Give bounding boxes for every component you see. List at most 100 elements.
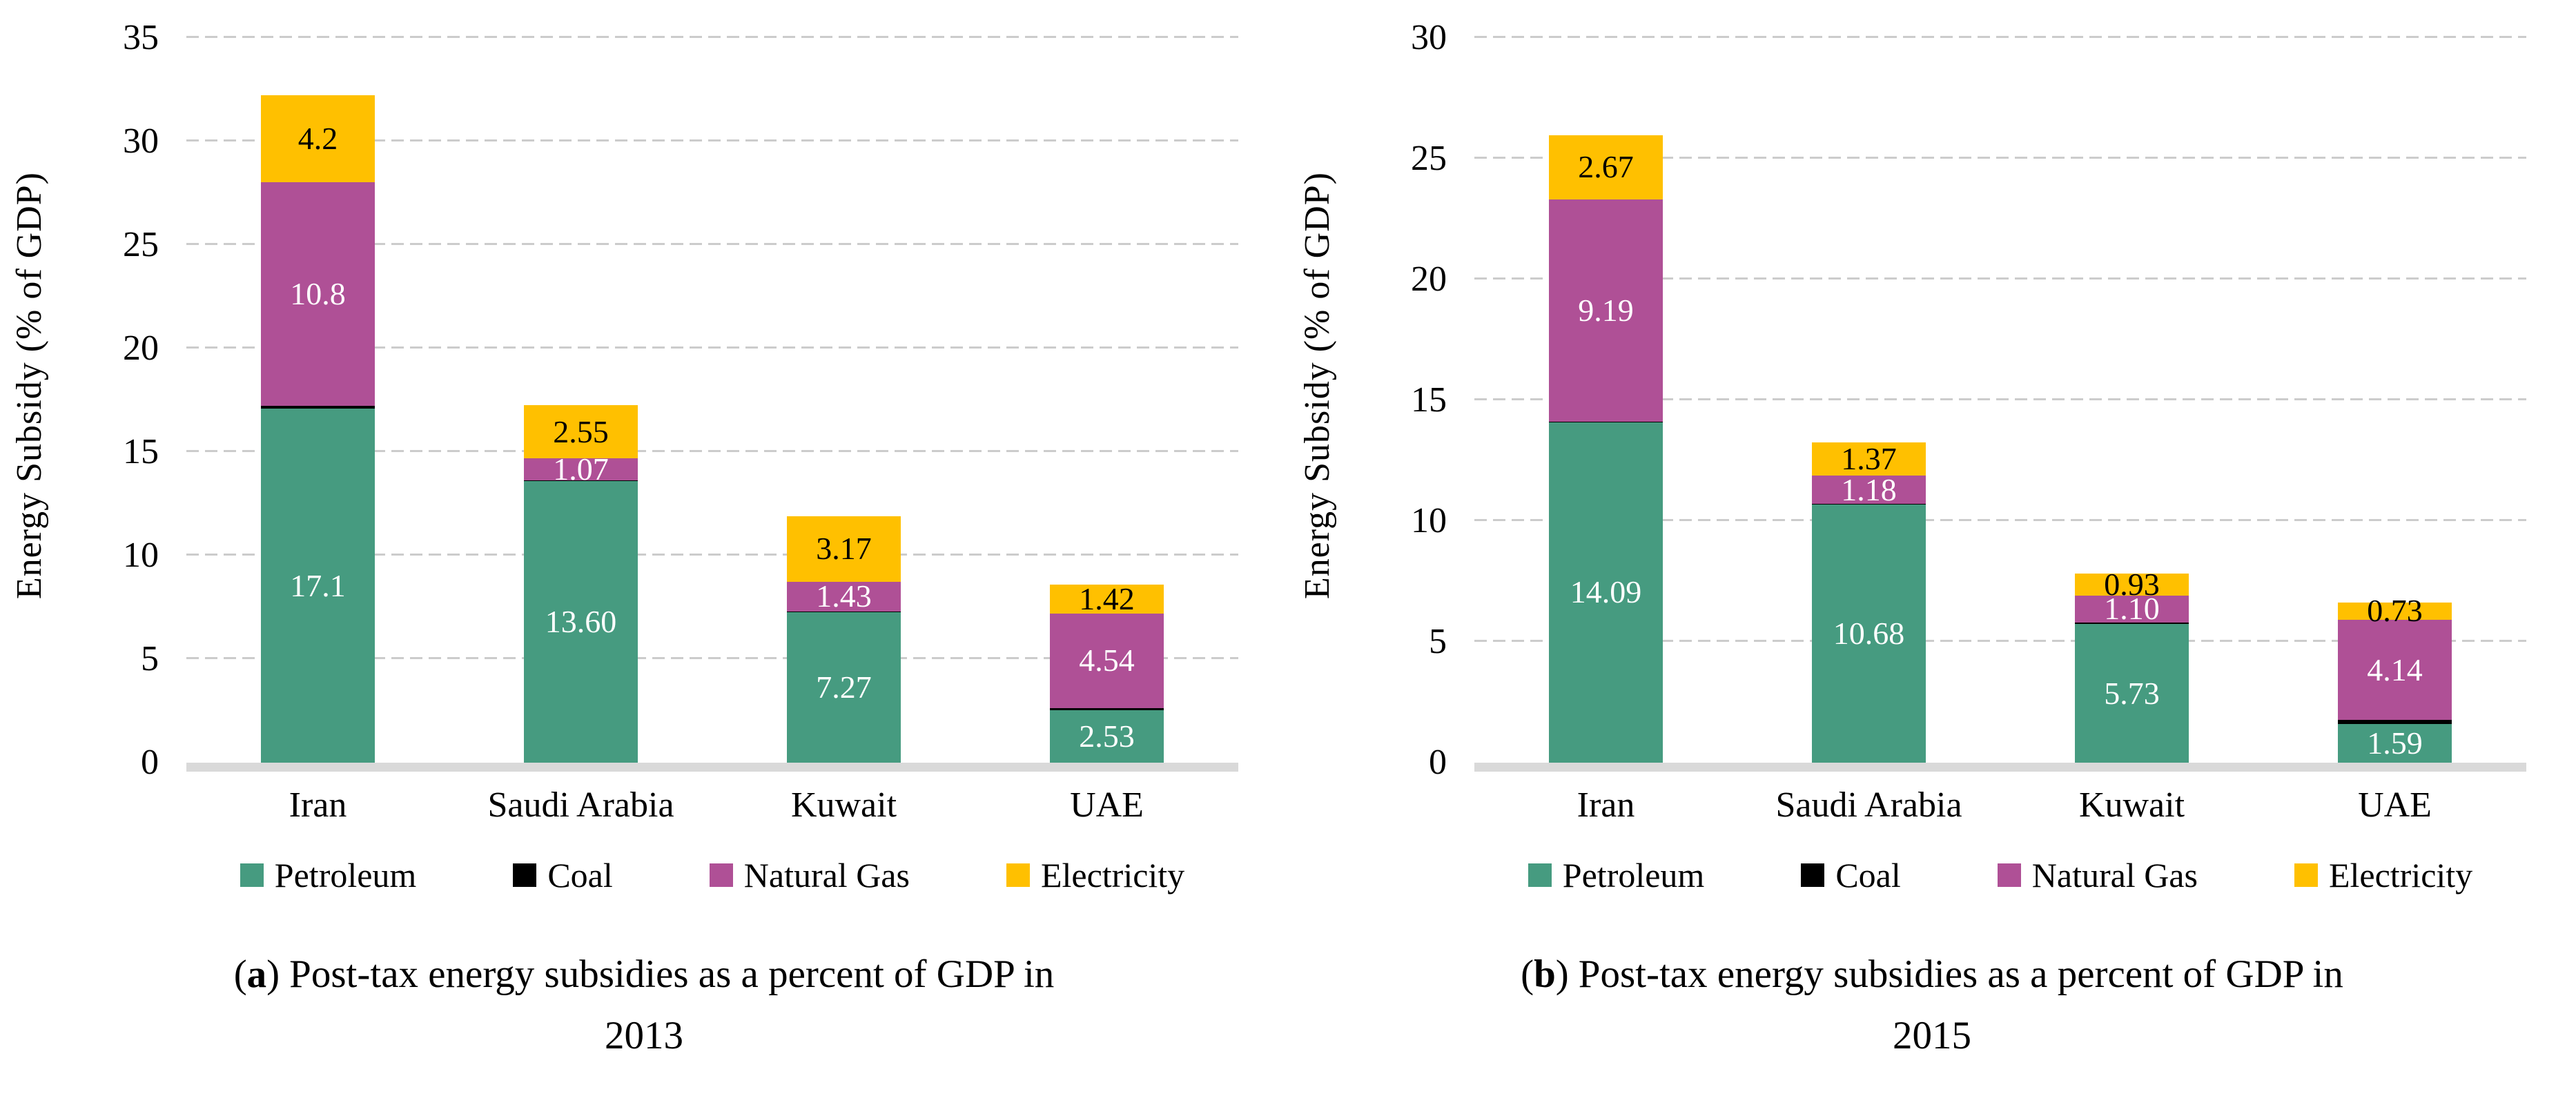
chart-a: Energy Subsidy (% of GDP) 0 5 10 15 20 25 30 35… [0, 0, 1288, 781]
x-label-uae: UAE [2358, 785, 2432, 825]
value-label-natural-gas-kuwait: 1.10 [2104, 591, 2160, 627]
bar-iran: 14.09 9.19 2.67 [1549, 135, 1663, 763]
segment-petroleum-kuwait: 5.73 [2075, 624, 2189, 763]
segment-coal-uae [1050, 707, 1164, 711]
value-label-natural-gas-iran: 9.19 [1578, 292, 1634, 328]
plot-area-a: 17.1 10.8 4.2 13.60 1.07 2.55 7.27 1.43 3.17 2.53… [186, 0, 1238, 772]
value-label-natural-gas-saudi-arabia: 1.07 [553, 451, 609, 487]
caption-a-body: Post-tax energy subsidies as a percent o… [289, 952, 1055, 997]
y-axis-title-b: Energy Subsidy (% of GDP) [1288, 0, 1346, 772]
value-label-natural-gas-saudi-arabia: 1.18 [1841, 471, 1897, 507]
y-axis-title-text: Energy Subsidy (% of GDP) [9, 172, 49, 600]
bar-slot-iran: 17.1 10.8 4.2 [186, 38, 449, 763]
value-label-electricity-uae: 0.73 [2367, 593, 2423, 629]
segment-natural-gas-iran: 10.8 [261, 182, 375, 407]
legend-label-petroleum: Petroleum [1562, 856, 1705, 894]
segment-electricity-uae: 1.42 [1050, 583, 1164, 615]
gridline-20 [186, 346, 1238, 349]
y-tick-25: 25 [1411, 139, 1447, 178]
y-tick-15: 15 [1411, 380, 1447, 420]
legend-label-natural-gas: Natural Gas [2031, 856, 2198, 894]
legend-label-electricity: Electricity [1040, 856, 1185, 894]
y-tick-35: 35 [123, 18, 159, 57]
gridline-5 [186, 657, 1238, 659]
segment-coal-iran [261, 406, 375, 409]
segment-natural-gas-kuwait: 1.43 [787, 578, 901, 614]
caption-a-close-paren: ) [266, 952, 280, 997]
caption-a-open-paren: ( [233, 952, 247, 997]
caption-b-body: Post-tax energy subsidies as a percent o… [1578, 952, 2343, 997]
segment-natural-gas-iran: 9.19 [1549, 199, 1663, 422]
value-label-petroleum-iran: 17.1 [290, 567, 346, 603]
value-label-petroleum-kuwait: 5.73 [2104, 675, 2160, 711]
y-tick-10: 10 [123, 536, 159, 575]
x-label-iran: Iran [289, 785, 347, 825]
value-label-electricity-iran: 2.67 [1578, 149, 1634, 185]
legend-item-petroleum: Petroleum [1528, 855, 1705, 895]
segment-petroleum-iran: 14.09 [1549, 422, 1663, 763]
legend-item-electricity: Electricity [2294, 855, 2472, 895]
segment-electricity-iran: 2.67 [1549, 135, 1663, 200]
x-axis-line-b [1474, 763, 2526, 772]
value-label-natural-gas-uae: 4.54 [1079, 643, 1135, 678]
segment-natural-gas-saudi-arabia: 1.18 [1812, 471, 1926, 507]
segment-petroleum-kuwait: 7.27 [787, 612, 901, 763]
bar-slot-kuwait: 5.73 1.10 0.93 [2000, 38, 2263, 763]
caption-a-year: 2013 [605, 1013, 683, 1057]
value-label-electricity-saudi-arabia: 1.37 [1841, 440, 1897, 476]
segment-petroleum-iran: 17.1 [261, 409, 375, 763]
caption-a-letter: a [246, 952, 267, 997]
legend-item-natural-gas: Natural Gas [709, 855, 910, 895]
gridline-15 [1474, 398, 2526, 400]
legend-item-coal: Coal [513, 855, 613, 895]
y-tick-0: 0 [141, 743, 159, 782]
bar-saudi-arabia: 13.60 1.07 2.55 [524, 405, 638, 763]
legend-label-coal: Coal [547, 856, 613, 894]
chart-panel-a: Energy Subsidy (% of GDP) 0 5 10 15 20 25 30 35… [0, 0, 1288, 1105]
y-axis-title-text: Energy Subsidy (% of GDP) [1297, 172, 1337, 600]
segment-electricity-saudi-arabia: 2.55 [524, 405, 638, 458]
caption-b-close-paren: ) [1555, 952, 1569, 997]
y-axis-title-a: Energy Subsidy (% of GDP) [0, 0, 58, 772]
x-label-saudi-arabia: Saudi Arabia [487, 785, 674, 825]
segment-natural-gas-uae: 4.14 [2338, 620, 2452, 721]
segment-coal-saudi-arabia [524, 480, 638, 481]
legend-swatch-electricity-icon [1006, 863, 1030, 887]
segment-natural-gas-saudi-arabia: 1.07 [524, 453, 638, 485]
segment-natural-gas-uae: 4.54 [1050, 614, 1164, 708]
legend-item-electricity: Electricity [1006, 855, 1184, 895]
y-tick-0: 0 [1429, 743, 1447, 782]
gridline-30 [186, 139, 1238, 141]
segment-natural-gas-kuwait: 1.10 [2075, 591, 2189, 627]
x-label-uae: UAE [1070, 785, 1144, 825]
legend-label-electricity: Electricity [2328, 856, 2473, 894]
segment-petroleum-saudi-arabia: 10.68 [1812, 505, 1926, 763]
value-label-natural-gas-kuwait: 1.43 [816, 578, 872, 614]
legend-swatch-coal-icon [1801, 863, 1825, 887]
gridline-25 [186, 243, 1238, 245]
bar-kuwait: 5.73 1.10 0.93 [2075, 568, 2189, 763]
caption-a: (a) Post-tax energy subsidies as a percen… [0, 912, 1288, 1105]
value-label-petroleum-kuwait: 7.27 [816, 669, 872, 705]
legend-label-natural-gas: Natural Gas [743, 856, 910, 894]
value-label-natural-gas-iran: 10.8 [290, 276, 346, 312]
caption-b: (b) Post-tax energy subsidies as a percen… [1288, 912, 2576, 1105]
value-label-electricity-iran: 4.2 [297, 121, 338, 157]
caption-a-line1: (a) Post-tax energy subsidies as a percen… [234, 944, 1055, 1005]
value-label-petroleum-iran: 14.09 [1570, 574, 1642, 610]
legend-swatch-electricity-icon [2294, 863, 2318, 887]
chart-b: Energy Subsidy (% of GDP) 0 5 10 15 20 25 30 1… [1288, 0, 2576, 781]
bar-slot-iran: 14.09 9.19 2.67 [1474, 38, 1737, 763]
gridline-15 [186, 450, 1238, 452]
bar-slot-uae: 2.53 4.54 1.42 [975, 38, 1238, 763]
y-tick-20: 20 [1411, 260, 1447, 299]
bar-kuwait: 7.27 1.43 3.17 [787, 516, 901, 763]
y-tick-20: 20 [123, 329, 159, 368]
y-axis-ticks-b: 0 5 10 15 20 25 30 [1346, 0, 1474, 781]
y-tick-5: 5 [1429, 622, 1447, 661]
x-label-iran: Iran [1577, 785, 1635, 825]
legend-label-petroleum: Petroleum [274, 856, 417, 894]
bar-slot-kuwait: 7.27 1.43 3.17 [712, 38, 975, 763]
legend-item-petroleum: Petroleum [240, 855, 417, 895]
